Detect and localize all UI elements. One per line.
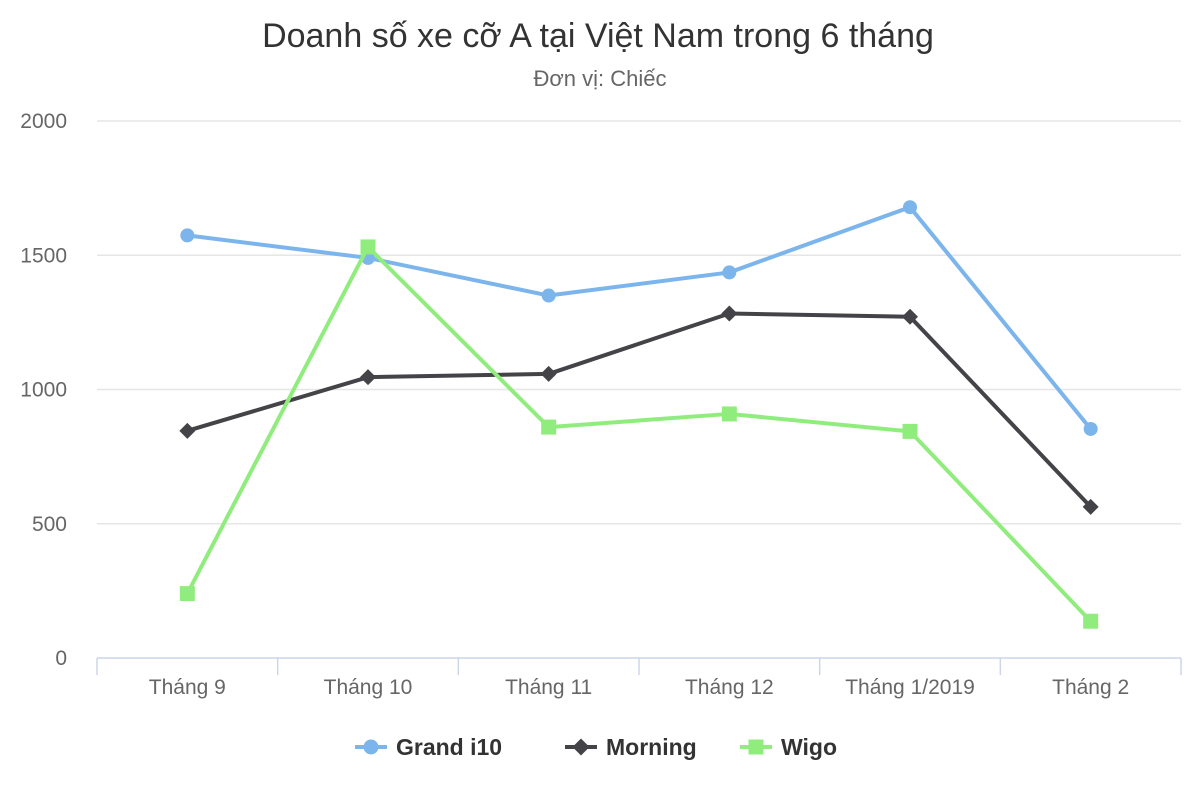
data-point — [1082, 498, 1099, 515]
y-tick-label: 500 — [32, 513, 67, 536]
legend: Grand i10 Morning Wigo — [355, 734, 837, 760]
data-point — [360, 369, 376, 386]
data-point — [180, 228, 195, 243]
data-point — [179, 422, 196, 439]
legend-marker — [748, 739, 764, 755]
x-tick-label: Tháng 11 — [505, 676, 592, 699]
data-point — [902, 423, 918, 439]
data-point — [903, 200, 917, 215]
y-tick-label: 1000 — [20, 379, 67, 402]
legend-label: Morning — [606, 734, 697, 760]
data-point — [541, 288, 556, 303]
data-point — [902, 308, 918, 325]
data-point — [541, 419, 557, 435]
x-axis: Tháng 9 Tháng 10 Tháng 11 Tháng 12 Tháng 1/2… — [96, 657, 1182, 699]
legend-marker — [363, 739, 379, 755]
data-point — [721, 305, 738, 322]
series-grand-i10 — [180, 200, 1098, 436]
chart-title: Doanh số xe cỡ A tại Việt Nam trong 6 th… — [262, 17, 934, 55]
legend-label: Wigo — [781, 734, 837, 760]
series-morning — [179, 305, 1099, 515]
x-tick-label: Tháng 2 — [1052, 676, 1129, 699]
x-tick-label: Tháng 10 — [324, 676, 413, 699]
x-tick-label: Tháng 1/2019 — [845, 676, 975, 699]
legend-marker — [572, 738, 590, 756]
y-tick-label: 1500 — [20, 244, 67, 267]
y-axis: 0 500 1000 1500 2000 — [20, 110, 67, 670]
series-wigo — [179, 239, 1099, 629]
data-point — [721, 406, 737, 422]
series-line — [185, 205, 1093, 431]
data-point — [360, 239, 376, 255]
series-group — [179, 200, 1099, 629]
series-line — [185, 311, 1093, 509]
y-tick-label: 0 — [55, 647, 67, 670]
chart-subtitle: Đơn vị: Chiếc — [533, 66, 666, 91]
data-point — [722, 265, 737, 280]
series-line — [185, 244, 1093, 624]
data-point — [179, 586, 195, 602]
legend-label: Grand i10 — [396, 734, 502, 760]
y-tick-label: 2000 — [20, 110, 67, 133]
data-point — [540, 365, 557, 382]
legend-item: Wigo — [740, 734, 837, 760]
legend-item: Grand i10 — [355, 734, 502, 760]
x-tick-label: Tháng 12 — [685, 676, 774, 699]
legend-item: Morning — [565, 734, 697, 760]
data-point — [1083, 421, 1098, 436]
x-tick-label: Tháng 9 — [149, 676, 226, 699]
grid-lines — [97, 120, 1181, 525]
data-point — [1083, 613, 1099, 629]
